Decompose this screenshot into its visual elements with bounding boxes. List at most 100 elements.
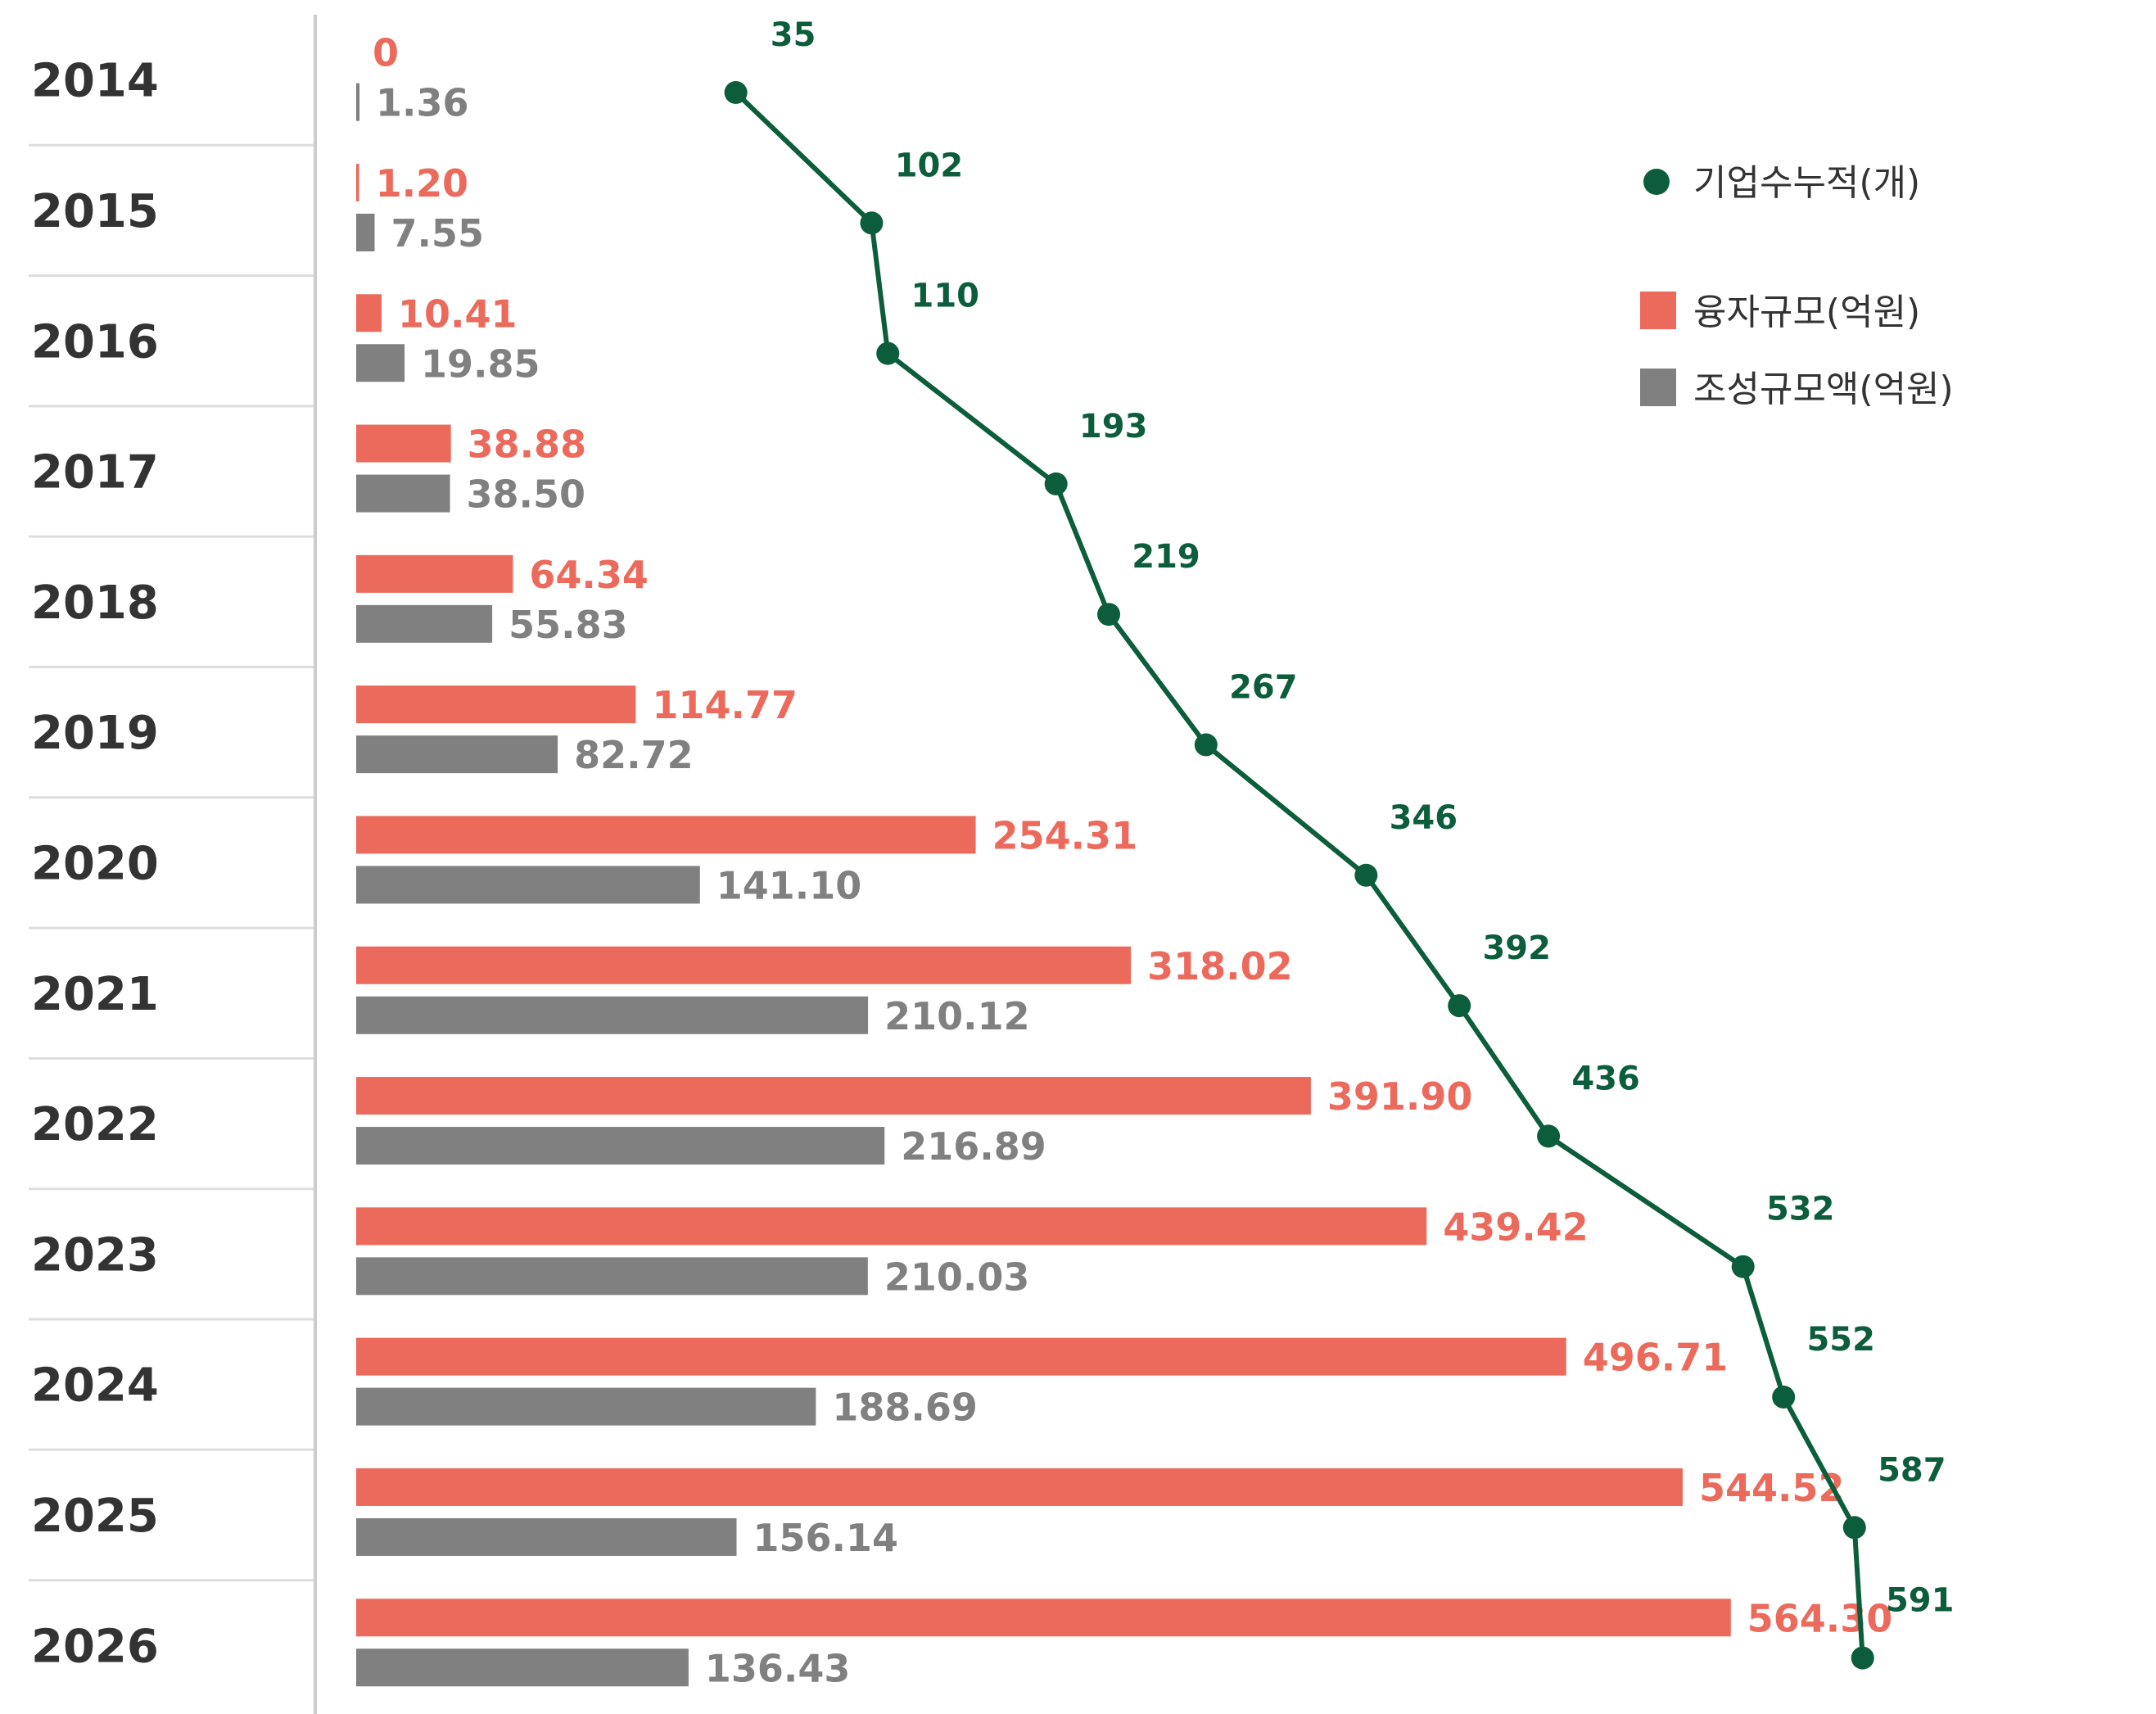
legend-label-company-count: 기업수누적(개)	[1693, 162, 1920, 204]
year-label: 2022	[31, 1098, 159, 1151]
loan-value-label: 0	[373, 31, 399, 75]
company-count-point	[860, 211, 884, 235]
loan-value-label: 391.90	[1327, 1074, 1473, 1119]
loan-bar	[356, 1468, 1683, 1506]
legend-marker-fund	[1640, 369, 1676, 406]
fund-bar	[356, 1387, 816, 1426]
fund-bar	[356, 735, 558, 774]
fund-bar	[356, 83, 360, 121]
company-count-label: 35	[771, 16, 816, 54]
company-count-label: 552	[1806, 1321, 1875, 1359]
loan-bars: 0 1.20 10.41 38.88 64.34 114.77 254.31 318.02 39…	[356, 31, 1893, 1640]
year-label: 2025	[31, 1490, 159, 1543]
company-count-label: 219	[1132, 538, 1200, 576]
year-label: 2023	[31, 1228, 159, 1282]
loan-bar	[356, 294, 382, 332]
company-count-point	[1044, 472, 1068, 495]
fund-value-label: 136.43	[705, 1646, 851, 1690]
company-count-point	[1851, 1646, 1874, 1670]
fund-value-label: 210.12	[884, 994, 1030, 1038]
company-count-point	[1537, 1124, 1561, 1148]
fund-value-label: 38.50	[467, 473, 586, 517]
company-count-point	[1731, 1255, 1755, 1278]
loan-bar	[356, 163, 359, 201]
fund-bars: 1.36 7.55 19.85 38.50 55.83 82.72 141.10 210.12…	[356, 81, 1046, 1690]
company-count-label: 110	[911, 278, 980, 315]
loan-bar	[356, 946, 1132, 984]
loan-value-label: 564.30	[1747, 1596, 1893, 1640]
fund-value-label: 216.89	[901, 1124, 1046, 1169]
loan-bar	[356, 685, 636, 724]
company-count-point	[1354, 863, 1378, 887]
company-count-label: 587	[1878, 1451, 1946, 1489]
loan-bar	[356, 816, 976, 854]
year-label: 2018	[31, 577, 159, 630]
loan-bar	[356, 554, 513, 593]
company-count-point	[876, 341, 900, 365]
fund-value-label: 141.10	[716, 863, 862, 907]
legend-marker-company-count	[1643, 169, 1670, 195]
fund-bar	[356, 1127, 885, 1165]
year-label: 2021	[31, 968, 159, 1021]
fund-bar	[356, 604, 493, 643]
company-count-point	[1842, 1516, 1866, 1540]
legend-label-loan: 융자규모(억원)	[1693, 292, 1920, 333]
year-labels: 2014 2015 2016 2017 2018 2019 2020 2021 2022 2023…	[31, 55, 159, 1674]
loan-bar	[356, 424, 451, 463]
fund-value-label: 1.36	[376, 81, 469, 125]
loan-value-label: 1.20	[376, 161, 469, 206]
fund-bar	[356, 1257, 868, 1296]
company-count-point	[1194, 733, 1218, 757]
row-separators	[29, 143, 315, 1582]
loan-value-label: 544.52	[1699, 1466, 1845, 1510]
loan-value-label: 10.41	[398, 292, 518, 336]
fund-bar	[356, 866, 700, 904]
loan-value-label: 439.42	[1443, 1205, 1589, 1249]
company-count-point	[1097, 603, 1121, 626]
year-label: 2017	[31, 446, 159, 500]
year-label: 2014	[31, 55, 159, 108]
loan-bar	[356, 1077, 1311, 1115]
legend: 기업수누적(개) 융자규모(억원) 조성규모액(억원)	[1640, 162, 1954, 410]
loan-value-label: 254.31	[992, 813, 1138, 857]
fund-bar	[356, 213, 375, 251]
fund-value-label: 210.03	[884, 1255, 1030, 1299]
loan-value-label: 318.02	[1147, 944, 1293, 988]
company-count-label: 346	[1390, 799, 1458, 837]
loan-bar	[356, 1337, 1566, 1376]
company-count-label: 532	[1766, 1191, 1835, 1228]
company-count-line: 35 102 110 193 219 267 346 392 436 532 552 587 591	[724, 16, 1955, 1670]
fund-bar	[356, 1517, 737, 1556]
legend-label-fund: 조성규모액(억원)	[1693, 369, 1954, 410]
company-count-point	[1772, 1386, 1796, 1409]
fund-bar	[356, 1648, 689, 1687]
company-count-label: 102	[895, 147, 964, 184]
loan-bar	[356, 1207, 1427, 1246]
fund-value-label: 55.83	[508, 603, 628, 647]
company-count-label: 267	[1229, 669, 1298, 707]
fund-bar	[356, 344, 405, 382]
company-count-label: 193	[1079, 408, 1148, 445]
loan-value-label: 496.71	[1583, 1336, 1729, 1380]
fund-value-label: 156.14	[753, 1516, 899, 1560]
year-label: 2024	[31, 1359, 159, 1413]
legend-marker-loan	[1640, 292, 1676, 329]
year-label: 2020	[31, 837, 159, 890]
year-label: 2019	[31, 707, 159, 760]
year-label: 2026	[31, 1620, 159, 1673]
company-count-point	[1448, 994, 1471, 1018]
loan-value-label: 38.88	[468, 423, 587, 467]
company-count-label: 591	[1886, 1582, 1955, 1620]
company-count-point	[724, 81, 748, 104]
fund-value-label: 82.72	[574, 733, 694, 777]
year-label: 2016	[31, 315, 159, 369]
fund-bar	[356, 474, 450, 513]
company-count-label: 392	[1482, 929, 1551, 967]
fund-value-label: 19.85	[421, 341, 540, 386]
loan-value-label: 114.77	[652, 683, 798, 727]
fund-bar	[356, 996, 869, 1034]
fund-value-label: 7.55	[391, 211, 484, 256]
year-label: 2015	[31, 185, 159, 238]
loan-bar	[356, 1599, 1731, 1637]
